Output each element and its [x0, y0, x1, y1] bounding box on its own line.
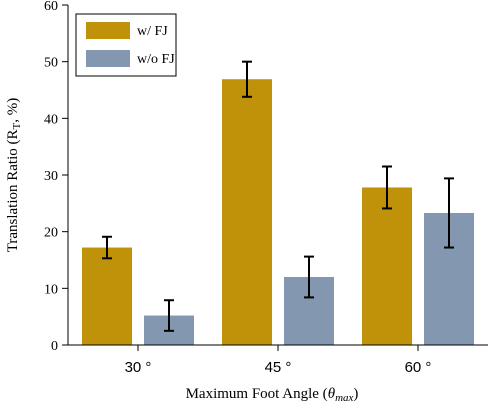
x-tick-label: 45 ° [265, 359, 292, 376]
y-tick-label: 10 [44, 282, 58, 297]
legend-label-without-fj: w/o FJ [137, 52, 175, 67]
x-axis-title-subscript: max [335, 392, 353, 404]
y-tick-label: 0 [51, 339, 58, 354]
y-axis-title-tail: , %) [5, 98, 21, 123]
bar-with-fj-1 [222, 79, 272, 345]
y-tick-label: 20 [44, 226, 58, 241]
y-tick-label: 30 [44, 169, 58, 184]
x-axis-title-theta: θ [328, 386, 336, 402]
x-axis-title-main: Maximum Foot Angle ( [186, 386, 328, 402]
y-axis-title-main: Translation Ratio (R [5, 129, 21, 252]
y-tick-label: 50 [44, 56, 58, 71]
y-axis-title: Translation Ratio (RT, %) [5, 98, 23, 253]
y-tick-label: 60 [44, 0, 58, 14]
bar-with-fj-2 [362, 187, 412, 345]
x-tick-label: 30 ° [125, 359, 152, 376]
x-axis-title: Maximum Foot Angle (θmax) [186, 386, 359, 404]
legend-swatch-without-fj [86, 50, 130, 67]
legend-swatch-with-fj [86, 22, 130, 39]
y-tick-label: 40 [44, 112, 58, 127]
x-tick-label: 60 ° [405, 359, 432, 376]
y-axis-title-subscript: T [11, 122, 23, 129]
legend-label-with-fj: w/ FJ [137, 24, 168, 39]
bar-with-fj-0 [82, 247, 132, 345]
legend: w/ FJ w/o FJ [75, 13, 177, 77]
x-axis-title-tail: ) [353, 386, 358, 402]
plot-area: 0 10 20 30 40 50 60 30 ° 45 ° 60 ° [44, 0, 488, 376]
